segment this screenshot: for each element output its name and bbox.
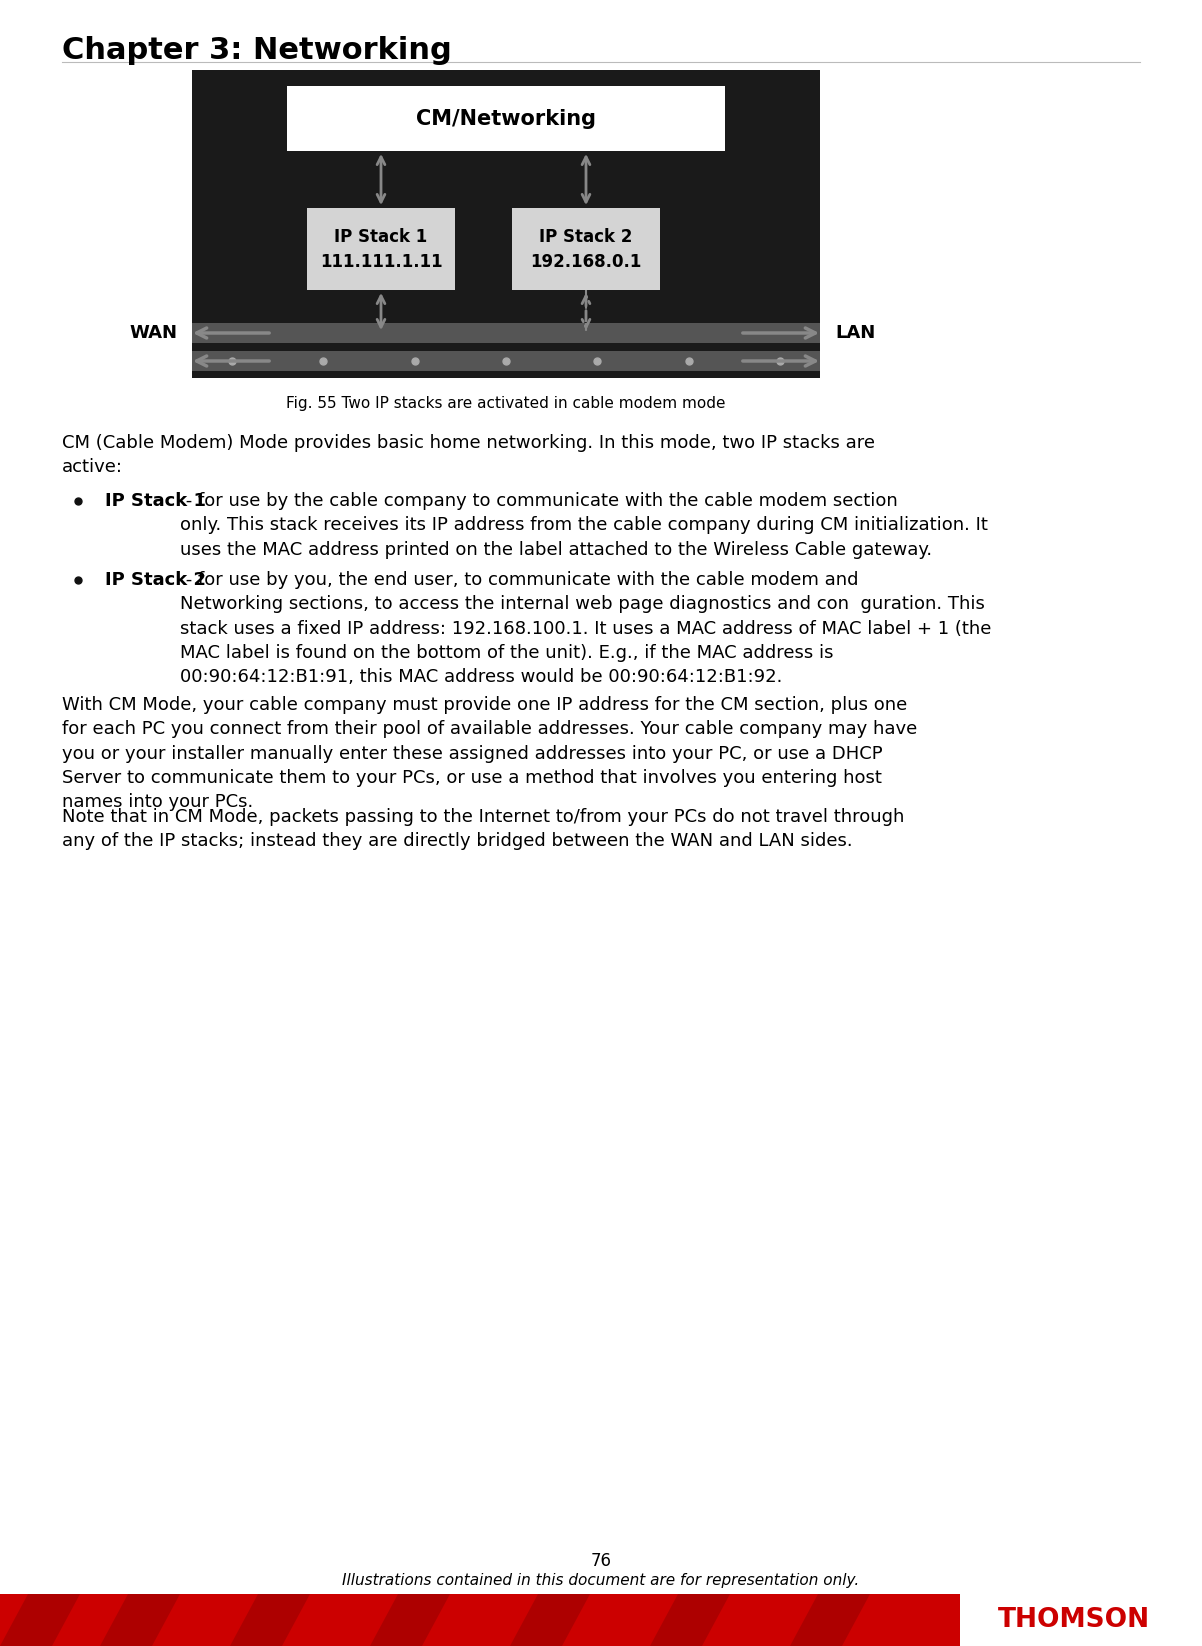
Text: Fig. 55 Two IP stacks are activated in cable modem mode: Fig. 55 Two IP stacks are activated in c… (286, 397, 726, 412)
Text: WAN: WAN (129, 324, 177, 342)
Text: IP Stack 1
111.111.1.11: IP Stack 1 111.111.1.11 (320, 227, 442, 270)
Text: THOMSON: THOMSON (998, 1606, 1150, 1633)
Text: IP Stack 2: IP Stack 2 (105, 571, 206, 589)
Bar (960, 1593, 1202, 1646)
Text: - for use by you, the end user, to communicate with the cable modem and
Networki: - for use by you, the end user, to commu… (180, 571, 992, 686)
Text: 76: 76 (590, 1552, 612, 1570)
Text: Illustrations contained in this document are for representation only.: Illustrations contained in this document… (343, 1574, 859, 1588)
Polygon shape (510, 1593, 590, 1646)
Polygon shape (100, 1593, 180, 1646)
Text: - for use by the cable company to communicate with the cable modem section
only.: - for use by the cable company to commun… (180, 492, 988, 558)
Bar (287, 86, 725, 151)
Polygon shape (0, 1593, 81, 1646)
Bar (512, 207, 660, 290)
Polygon shape (650, 1593, 730, 1646)
Bar (0, 1593, 960, 1646)
Text: With CM Mode, your cable company must provide one IP address for the CM section,: With CM Mode, your cable company must pr… (63, 696, 917, 811)
Bar (192, 351, 820, 370)
Text: CM/Networking: CM/Networking (416, 109, 596, 128)
Bar (307, 207, 456, 290)
Text: IP Stack 1: IP Stack 1 (105, 492, 206, 510)
Text: CM (Cable Modem) Mode provides basic home networking. In this mode, two IP stack: CM (Cable Modem) Mode provides basic hom… (63, 435, 875, 476)
Bar (192, 71, 820, 379)
Text: Chapter 3: Networking: Chapter 3: Networking (63, 36, 452, 64)
Text: LAN: LAN (835, 324, 875, 342)
Bar (192, 323, 820, 342)
Polygon shape (230, 1593, 310, 1646)
Text: Note that in CM Mode, packets passing to the Internet to/from your PCs do not tr: Note that in CM Mode, packets passing to… (63, 808, 904, 851)
Text: IP Stack 2
192.168.0.1: IP Stack 2 192.168.0.1 (530, 227, 642, 270)
Polygon shape (790, 1593, 870, 1646)
Polygon shape (370, 1593, 450, 1646)
